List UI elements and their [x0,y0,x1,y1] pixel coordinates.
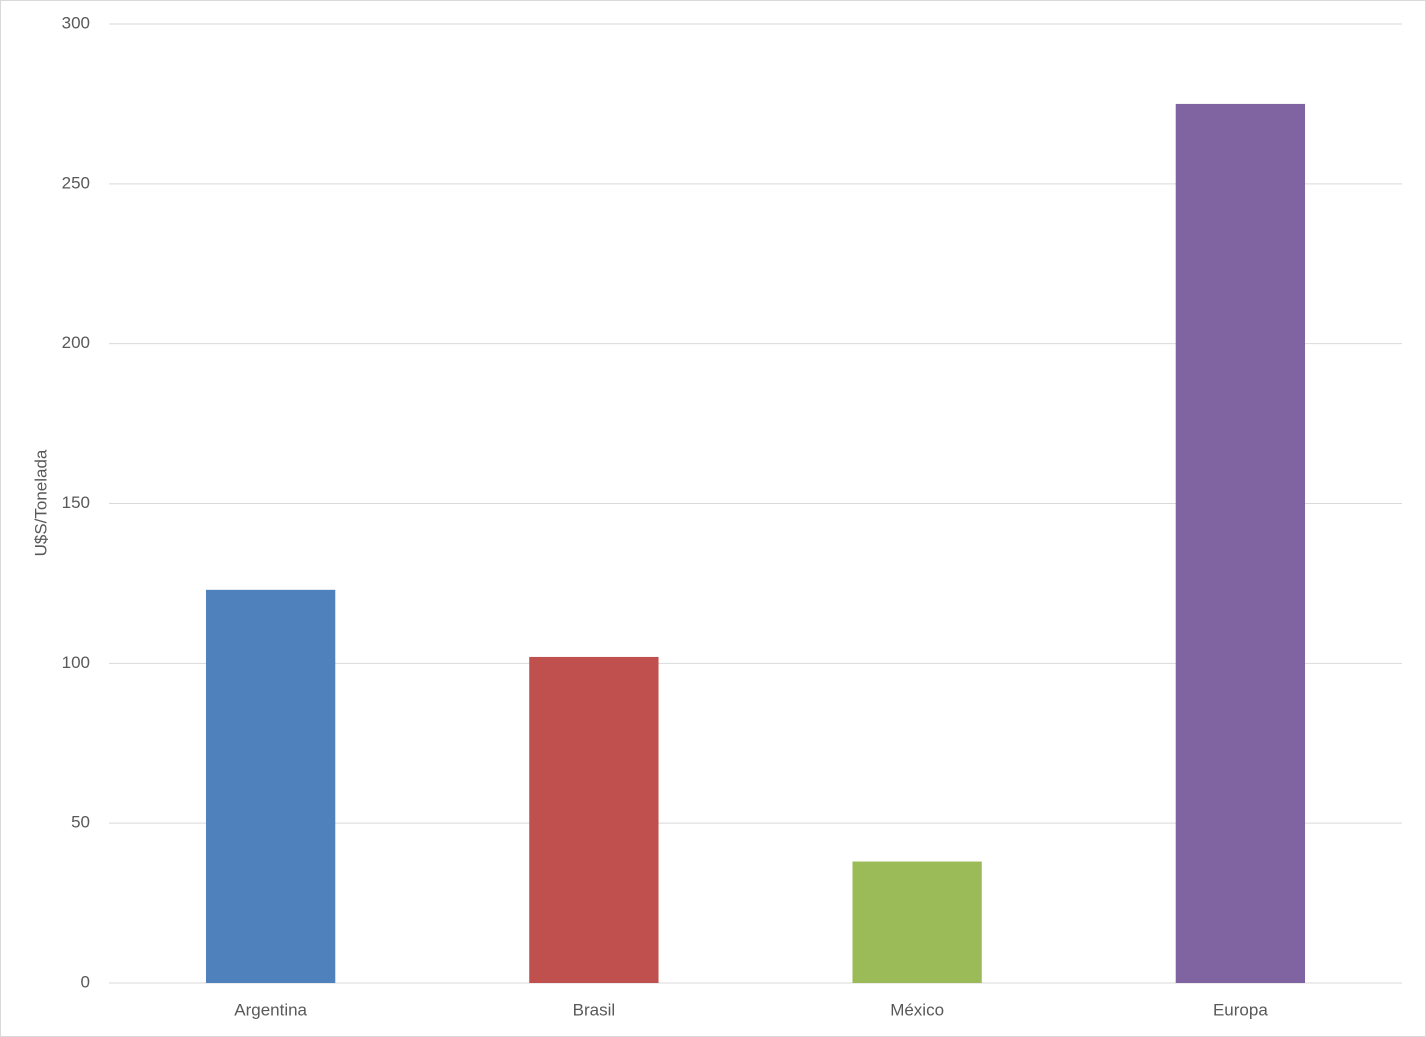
bar [852,861,982,983]
y-tick-label: 100 [62,653,90,672]
bar [205,589,336,983]
x-tick-label: México [890,1000,944,1019]
y-tick-label: 250 [62,173,90,192]
x-tick-label: Argentina [234,1000,307,1019]
x-tick-label: Brasil [573,1000,616,1019]
y-tick-label: 150 [62,493,90,512]
y-tick-label: 50 [71,813,90,832]
y-tick-label: 300 [62,13,90,32]
x-tick-label: Europa [1213,1000,1268,1019]
bar [1175,103,1306,983]
bar [529,656,659,983]
y-tick-label: 0 [81,972,90,991]
y-tick-label: 200 [62,333,90,352]
y-axis-label: U$S/Tonelada [31,449,50,556]
